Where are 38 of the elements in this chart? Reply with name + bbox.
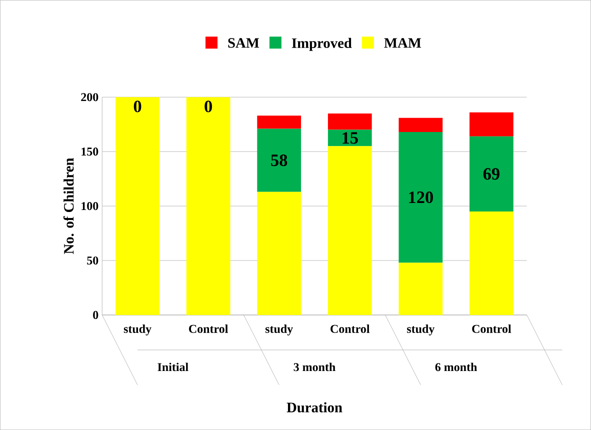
y-tick-label: 150 — [82, 147, 98, 156]
y-axis-title: No. of Children — [63, 158, 74, 254]
x-tick-label: Control — [472, 324, 512, 333]
bar — [398, 132, 443, 263]
bar — [328, 146, 372, 315]
bar — [398, 262, 443, 315]
bar — [398, 118, 443, 132]
text: 3 month — [294, 362, 336, 372]
x-axis-title: Duration — [286, 402, 342, 412]
x-tick-label: Control — [189, 324, 228, 333]
y-tick-label: 100 — [82, 202, 98, 210]
bar — [116, 97, 160, 315]
text: 6 month — [435, 362, 478, 372]
legend-label: Improved — [292, 38, 352, 51]
bar — [328, 113, 372, 130]
bar — [257, 128, 302, 192]
data-label: 120 — [409, 191, 433, 204]
legend-label: SAM — [228, 38, 260, 48]
bar — [470, 112, 514, 136]
data-label: 15 — [342, 132, 358, 144]
x-tick-label: study — [265, 324, 293, 336]
data-label: 0 — [134, 100, 142, 112]
bar — [186, 97, 230, 315]
y-tick-label: 200 — [81, 93, 98, 102]
bar — [470, 136, 514, 212]
bar — [257, 192, 302, 315]
x-tick-label: study — [407, 324, 435, 336]
legend-label: MAM — [384, 38, 422, 48]
data-label: 0 — [204, 100, 212, 112]
data-label: 69 — [483, 168, 500, 180]
y-tick-label: 0 — [93, 310, 98, 319]
text: Initial — [158, 362, 188, 372]
x-tick-label: study — [124, 324, 152, 336]
x-tick-label: Control — [330, 324, 370, 333]
bar — [257, 116, 302, 129]
data-label: 58 — [271, 154, 288, 166]
bar — [470, 211, 514, 315]
y-tick-label: 50 — [87, 256, 98, 265]
